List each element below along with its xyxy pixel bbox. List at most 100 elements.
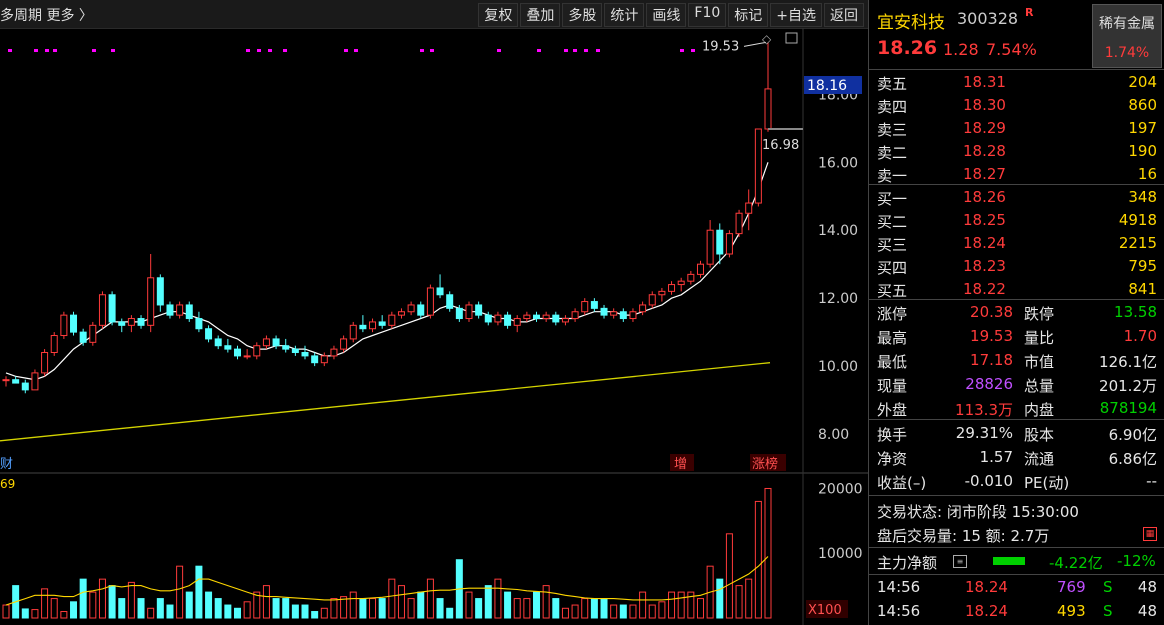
ask-volume: 204	[1128, 73, 1157, 91]
period-menu[interactable]: 多周期 更多 〉	[0, 8, 93, 24]
candle-body	[369, 321, 377, 330]
calculator-icon[interactable]: ▦	[1143, 527, 1157, 541]
volume-bar	[716, 578, 724, 619]
ask-row[interactable]: 卖三 18.29 197	[869, 117, 1164, 140]
low-price-label: 16.98	[762, 138, 799, 153]
fund-label: 股本	[1024, 426, 1055, 444]
event-marker	[92, 49, 96, 52]
volume-unit: X100	[808, 603, 842, 618]
candle-body	[397, 311, 405, 316]
volume-bar	[118, 598, 126, 619]
volume-bar	[561, 607, 569, 619]
volume-bar	[600, 598, 608, 619]
high-arrow	[743, 41, 767, 47]
price-tick-label: 8.00	[818, 427, 849, 443]
ask-row[interactable]: 卖二 18.28 190	[869, 140, 1164, 163]
candle-body	[388, 314, 396, 326]
finance-marker: 财	[0, 457, 13, 472]
volume-bar	[504, 591, 512, 619]
candle-body	[417, 304, 425, 316]
toolbar-button-5[interactable]: F10	[688, 3, 727, 27]
ma-line	[5, 162, 769, 381]
volume-bar	[272, 598, 280, 619]
event-marker	[8, 49, 12, 52]
candle-body	[262, 338, 270, 347]
bid-row[interactable]: 买二 18.25 4918	[869, 209, 1164, 232]
tick-price: 18.24	[965, 578, 1008, 596]
candle-body	[31, 372, 39, 391]
ask-price: 18.28	[963, 142, 1006, 160]
stat-row[interactable]: 涨停 20.38 跌停 13.58	[869, 301, 1164, 324]
toolbar-button-4[interactable]: 画线	[646, 3, 687, 27]
tick-time: 14:56	[877, 578, 921, 596]
fund-row[interactable]: 收益(–) -0.010 PE(动) --	[869, 470, 1164, 493]
volume-bar	[745, 578, 753, 619]
stat-row[interactable]: 最高 19.53 量比 1.70	[869, 325, 1164, 348]
ask-row[interactable]: 卖一 18.27 16	[869, 163, 1164, 186]
stat-row[interactable]: 外盘 113.3万 内盘 878194	[869, 397, 1164, 420]
stat-row[interactable]: 现量 28826 总量 201.2万	[869, 373, 1164, 396]
sector-box[interactable]: 稀有金属 1.74%	[1092, 4, 1162, 68]
volume-bar	[465, 591, 473, 619]
volume-bar	[320, 607, 328, 619]
stock-code: 300328	[957, 9, 1019, 28]
candle-body	[696, 263, 704, 275]
candle-body	[272, 338, 280, 347]
volume-bar	[658, 601, 666, 619]
event-marker	[53, 49, 57, 52]
volume-bar	[388, 578, 396, 619]
bid-row[interactable]: 买三 18.24 2215	[869, 232, 1164, 255]
volume-bar	[677, 591, 685, 619]
zeng-marker: 增	[674, 457, 687, 472]
bid-row[interactable]: 买五 18.22 841	[869, 278, 1164, 301]
bid-row[interactable]: 买四 18.23 795	[869, 255, 1164, 278]
fund-label: PE(动)	[1024, 474, 1070, 492]
ask-label: 卖五	[877, 75, 908, 93]
current-price-tag-bg	[804, 76, 862, 94]
stat-label: 总量	[1024, 377, 1055, 395]
ask-row[interactable]: 卖四 18.30 860	[869, 94, 1164, 117]
candle-body	[214, 338, 222, 347]
toolbar-button-2[interactable]: 多股	[562, 3, 603, 27]
tick-row[interactable]: 14:56 18.24 769 S 48	[869, 576, 1164, 599]
kline-chart-area[interactable]: 多周期 更多 〉 复权 叠加 多股 统计 画线 F10 标记 +自选 返回 18.00 16.00…	[0, 0, 868, 625]
stat-row[interactable]: 最低 17.18 市值 126.1亿	[869, 349, 1164, 372]
list-icon[interactable]: ≡	[953, 555, 967, 568]
ask-row[interactable]: 卖五 18.31 204	[869, 71, 1164, 94]
candle-body	[600, 307, 608, 316]
stat-value: 28826	[965, 375, 1013, 393]
volume-bar	[494, 578, 502, 619]
ask-volume: 860	[1128, 96, 1157, 114]
candle-body	[735, 212, 743, 235]
tick-volume: 769	[1057, 578, 1086, 596]
candle-body	[50, 335, 58, 354]
volume-bar	[2, 604, 10, 619]
quote-panel: 宜安科技 300328 R 18.26 1.28 7.54% 稀有金属 1.74…	[868, 0, 1164, 625]
fund-row[interactable]: 换手 29.31% 股本 6.90亿	[869, 422, 1164, 445]
volume-bar	[311, 611, 319, 619]
toolbar-button-3[interactable]: 统计	[604, 3, 645, 27]
volume-bar	[50, 598, 58, 619]
bid-price: 18.23	[963, 257, 1006, 275]
toolbar-button-6[interactable]: 标记	[728, 3, 769, 27]
toolbar-button-8[interactable]: 返回	[824, 3, 864, 27]
candle-body	[301, 352, 309, 357]
tick-side: S	[1103, 578, 1113, 596]
candle-body	[127, 318, 135, 326]
fund-row[interactable]: 净资 1.57 流通 6.86亿	[869, 446, 1164, 469]
tick-row[interactable]: 14:56 18.24 493 S 48	[869, 600, 1164, 623]
volume-bar	[340, 596, 348, 619]
event-marker	[537, 49, 541, 52]
candle-body	[513, 318, 521, 326]
fund-value: 1.57	[979, 448, 1013, 466]
volume-bar	[359, 598, 367, 619]
candle-body	[233, 348, 241, 357]
trade-status-row: 交易状态: 闭市阶段 15:30:00	[869, 499, 1164, 522]
toolbar-button-1[interactable]: 叠加	[520, 3, 561, 27]
volume-bar	[571, 604, 579, 619]
volume-bar	[195, 565, 203, 619]
toolbar-button-0[interactable]: 复权	[478, 3, 519, 27]
bid-row[interactable]: 买一 18.26 348	[869, 186, 1164, 209]
toolbar-button-7[interactable]: +自选	[770, 3, 822, 27]
stat-value: 20.38	[970, 303, 1013, 321]
